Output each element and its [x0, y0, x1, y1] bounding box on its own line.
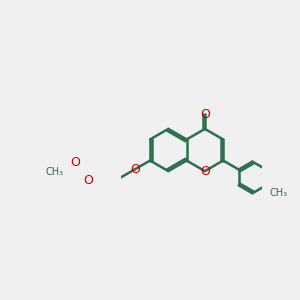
Text: O: O	[83, 174, 93, 188]
Text: CH₃: CH₃	[269, 188, 288, 197]
Text: CH₃: CH₃	[45, 167, 63, 177]
Text: O: O	[130, 163, 140, 176]
Text: O: O	[200, 108, 210, 121]
Text: O: O	[70, 156, 80, 169]
Text: O: O	[200, 165, 210, 178]
